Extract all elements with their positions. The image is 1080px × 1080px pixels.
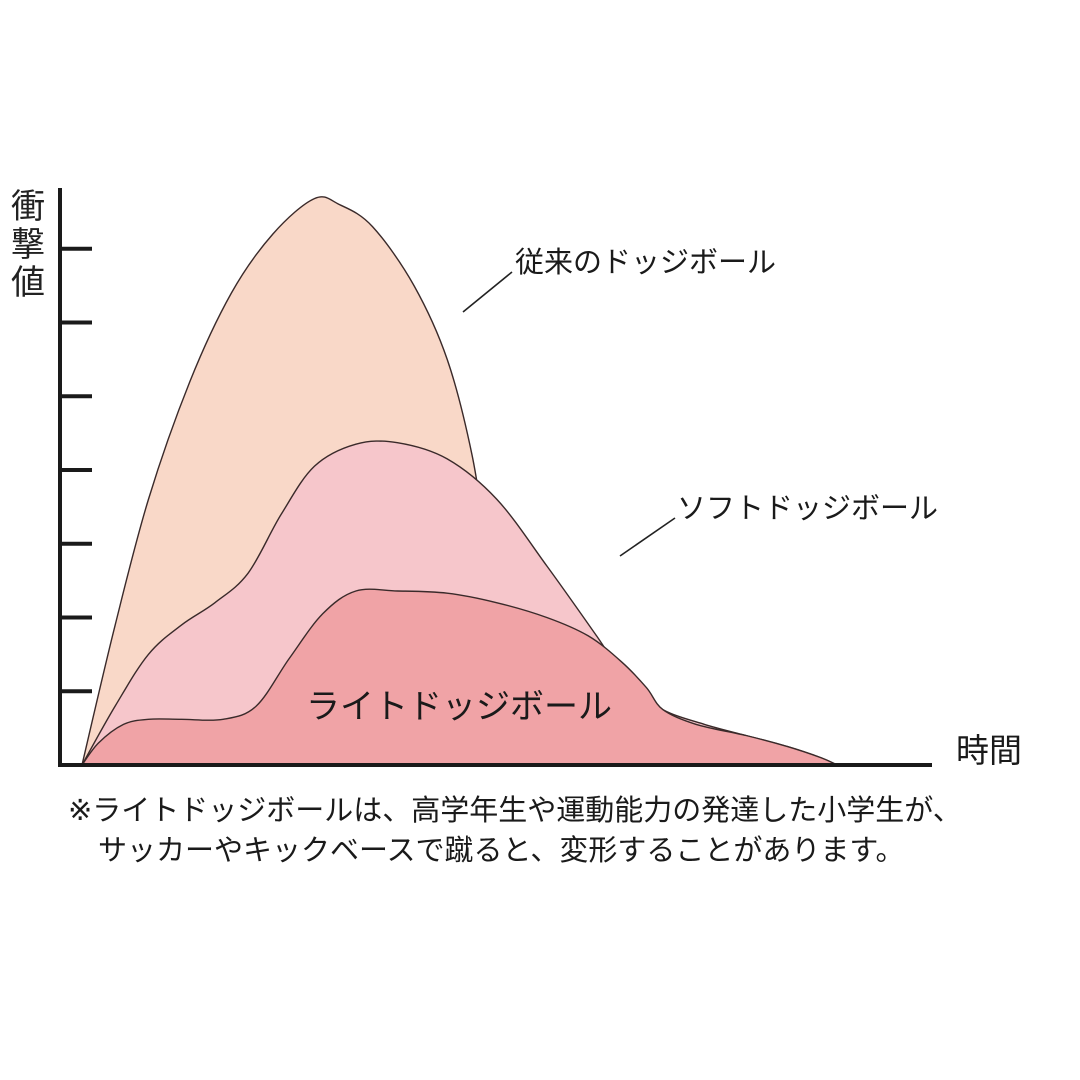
footnote-line-2: サッカーやキックベースで蹴ると、変形することがあります。 — [98, 833, 905, 867]
y-axis-label-char: 撃 — [11, 225, 45, 265]
series-labels: 従来のドッジボール ソフトドッジボール ライトドッジボール 時間 — [306, 245, 1022, 770]
y-axis-label-char: 値 — [11, 263, 45, 303]
x-axis-label: 時間 — [956, 731, 1022, 770]
y-ticks — [60, 246, 92, 694]
series-areas — [81, 196, 838, 766]
leader-lines — [462, 271, 676, 557]
footnote-line-1: ※ライトドッジボールは、高学年生や運動能力の発達した小学生が、 — [68, 793, 962, 827]
leader-line-soft — [619, 517, 676, 557]
y-axis-label-char: 衝 — [11, 187, 45, 227]
series-label-soft: ソフトドッジボール — [677, 491, 938, 525]
series-area-light — [81, 588, 838, 766]
series-label-light: ライトドッジボール — [306, 687, 612, 727]
axes — [58, 188, 932, 767]
leader-line-conventional — [462, 271, 513, 313]
series-label-conventional: 従来のドッジボール — [515, 245, 776, 279]
